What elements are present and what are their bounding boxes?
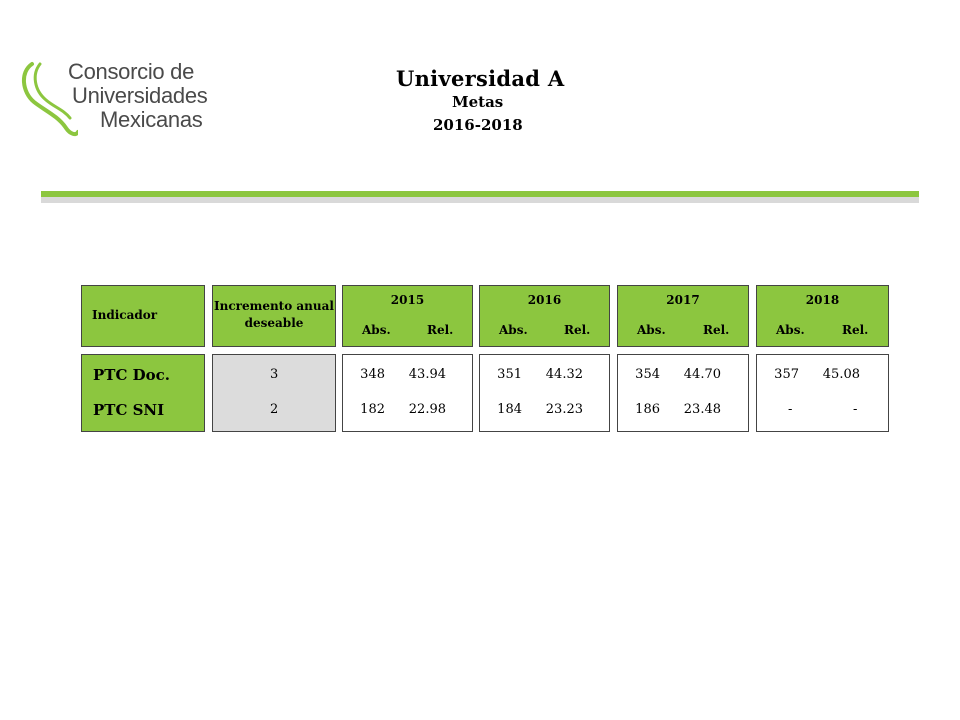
year-2017-rel-label: Rel. — [703, 323, 730, 337]
value-2017-abs-ptc-sni: 186 — [635, 402, 660, 417]
value-2017-rel-ptc-doc: 44.70 — [683, 367, 721, 382]
value-2018-abs-ptc-doc: 357 — [774, 367, 799, 382]
year-2016-label: 2016 — [527, 293, 562, 307]
year-2018-label: 2018 — [805, 293, 840, 307]
logo-line-1: Consorcio de — [68, 59, 195, 84]
year-2018-rel-label: Rel. — [842, 323, 869, 337]
value-2016-rel-ptc-doc: 44.32 — [545, 367, 583, 382]
increment-header: Incremento anual deseable — [214, 299, 334, 330]
year-2015-header-cell: 2015 Abs. Rel. — [342, 285, 473, 347]
year-2015-rel-label: Rel. — [427, 323, 454, 337]
value-2018-rel-ptc-sni: - — [853, 402, 858, 417]
row-label-ptc-sni: PTC SNI — [93, 401, 165, 419]
value-2018-abs-ptc-sni: - — [788, 402, 793, 417]
indicator-header-cell: Indicador — [81, 285, 205, 347]
year-2016-abs-label: Abs. — [499, 323, 528, 337]
divider-green — [41, 191, 919, 197]
value-2015-abs-ptc-sni: 182 — [360, 402, 385, 417]
year-2016-rel-label: Rel. — [564, 323, 591, 337]
increment-header-cell: Incremento anual deseable — [212, 285, 336, 347]
row-label-ptc-doc: PTC Doc. — [93, 366, 170, 384]
value-2016-rel-ptc-sni: 23.23 — [545, 402, 583, 417]
divider-grey — [41, 197, 919, 203]
year-2017-label: 2017 — [666, 293, 700, 307]
increment-value-ptc-sni: 2 — [270, 402, 279, 417]
year-2017-header-cell: 2017 Abs. Rel. — [617, 285, 749, 347]
value-2017-rel-ptc-sni: 23.48 — [683, 402, 721, 417]
year-2017-body-cell: 354 44.70 186 23.48 — [617, 354, 749, 432]
value-2015-rel-ptc-doc: 43.94 — [408, 367, 446, 382]
value-2015-rel-ptc-sni: 22.98 — [408, 402, 446, 417]
indicator-body-cell: PTC Doc. PTC SNI — [81, 354, 205, 432]
value-2018-rel-ptc-doc: 45.08 — [822, 367, 860, 382]
logo-swoosh-icon — [22, 62, 78, 137]
increment-value-ptc-doc: 3 — [270, 367, 279, 382]
year-2018-header-cell: 2018 Abs. Rel. — [756, 285, 889, 347]
increment-body-cell: 3 2 — [212, 354, 336, 432]
page-years: 2016-2018 — [433, 116, 523, 134]
year-2018-body-cell: 357 45.08 - - — [756, 354, 889, 432]
year-2016-body-cell: 351 44.32 184 23.23 — [479, 354, 610, 432]
value-2016-abs-ptc-doc: 351 — [497, 367, 522, 382]
consortium-logo: Consorcio de Universidades Mexicanas — [18, 58, 218, 140]
year-2017-abs-label: Abs. — [637, 323, 666, 337]
page-subtitle: Metas — [452, 93, 504, 111]
year-2015-abs-label: Abs. — [362, 323, 391, 337]
value-2017-abs-ptc-doc: 354 — [635, 367, 660, 382]
year-2015-body-cell: 348 43.94 182 22.98 — [342, 354, 473, 432]
indicator-header: Indicador — [92, 308, 158, 322]
year-2015-label: 2015 — [390, 293, 425, 307]
logo-line-2: Universidades — [72, 83, 208, 108]
value-2016-abs-ptc-sni: 184 — [497, 402, 522, 417]
logo-line-3: Mexicanas — [100, 107, 203, 132]
page-title: Universidad A — [396, 66, 565, 91]
year-2018-abs-label: Abs. — [776, 323, 805, 337]
year-2016-header-cell: 2016 Abs. Rel. — [479, 285, 610, 347]
logo-text: Consorcio de Universidades Mexicanas — [68, 60, 208, 132]
value-2015-abs-ptc-doc: 348 — [360, 367, 385, 382]
